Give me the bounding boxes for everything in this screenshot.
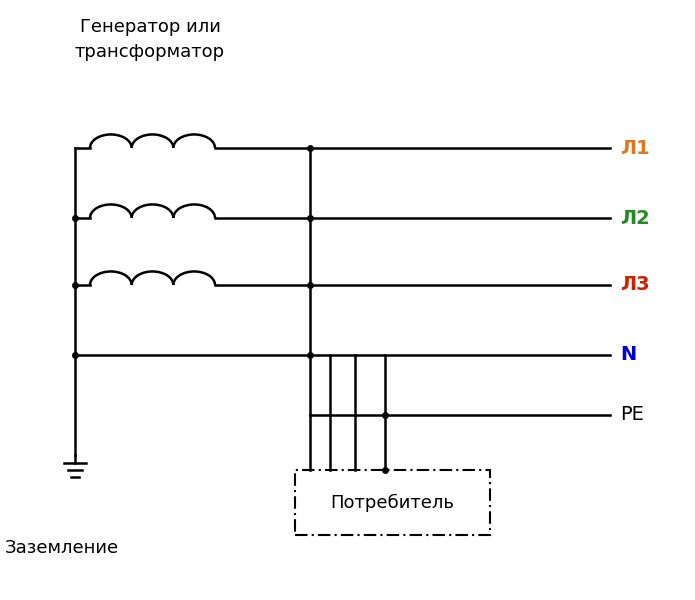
Text: N: N <box>620 346 636 364</box>
Text: Л1: Л1 <box>620 139 650 157</box>
Text: Потребитель: Потребитель <box>331 493 455 512</box>
Text: Генератор или
трансформатор: Генератор или трансформатор <box>75 18 225 61</box>
Bar <box>295 470 490 535</box>
Text: Л3: Л3 <box>620 275 650 295</box>
Text: PE: PE <box>620 406 644 425</box>
Text: Л2: Л2 <box>620 208 650 227</box>
Text: Заземление: Заземление <box>5 539 119 557</box>
